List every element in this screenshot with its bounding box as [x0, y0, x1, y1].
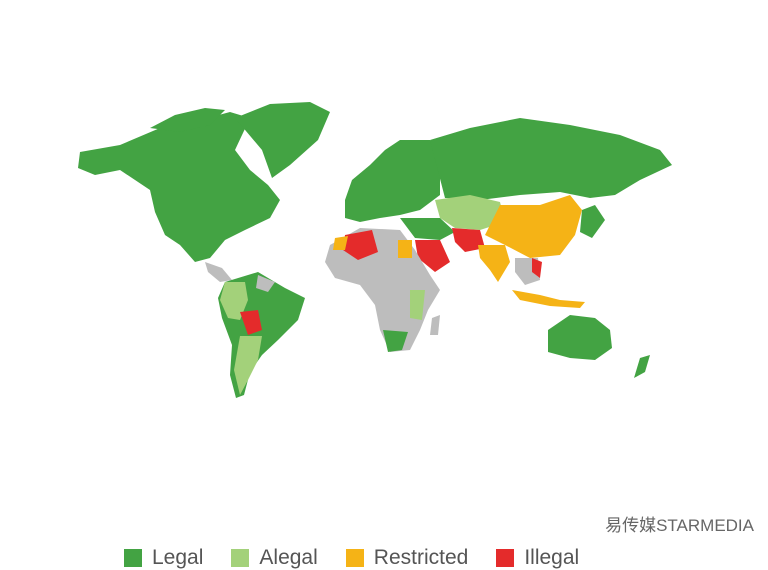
legend-label: Alegal	[259, 546, 318, 569]
region-caribbean	[205, 262, 232, 282]
legend-item-illegal: Illegal	[496, 546, 579, 570]
legend-label: Illegal	[524, 546, 580, 569]
region-madagascar	[430, 315, 440, 335]
region-iran-afghanistan	[452, 228, 485, 252]
region-russia	[430, 118, 672, 200]
legend-item-restricted: Restricted	[345, 546, 469, 570]
region-indonesia	[512, 290, 585, 308]
legend-item-alegal: Alegal	[231, 546, 318, 570]
region-europe	[345, 140, 440, 222]
region-argentina	[234, 336, 262, 395]
legend-swatch-alegal	[231, 549, 250, 567]
legend-label: Legal	[152, 546, 204, 569]
region-korea-japan	[580, 205, 605, 238]
region-arctic-islands	[150, 108, 225, 132]
region-middle-east	[400, 218, 455, 240]
region-vietnam	[532, 258, 542, 278]
legend-swatch-restricted	[345, 549, 364, 567]
region-greenland	[235, 102, 330, 178]
region-new-zealand	[634, 355, 650, 378]
region-china	[485, 195, 582, 258]
region-egypt	[398, 240, 412, 258]
legend: Legal Alegal Restricted Illegal	[124, 546, 579, 570]
region-east-africa	[410, 290, 425, 320]
region-central-asia	[435, 195, 505, 230]
legend-label: Restricted	[373, 546, 469, 569]
region-morocco	[333, 236, 348, 250]
region-india	[478, 245, 510, 282]
region-australia	[548, 315, 612, 360]
legend-swatch-legal	[124, 549, 142, 567]
region-saudi-arabia	[415, 240, 450, 272]
world-map	[78, 102, 672, 398]
region-africa	[325, 228, 440, 352]
region-north-america	[78, 112, 280, 262]
legend-item-legal: Legal	[124, 546, 203, 570]
region-bolivia	[240, 310, 262, 335]
watermark: 易传媒STARMEDIA	[605, 516, 754, 535]
legend-swatch-illegal	[496, 549, 515, 567]
region-southern-africa	[383, 330, 408, 352]
region-north-africa	[343, 230, 378, 260]
region-guiana	[256, 275, 275, 292]
region-colombia-peru	[220, 282, 248, 320]
